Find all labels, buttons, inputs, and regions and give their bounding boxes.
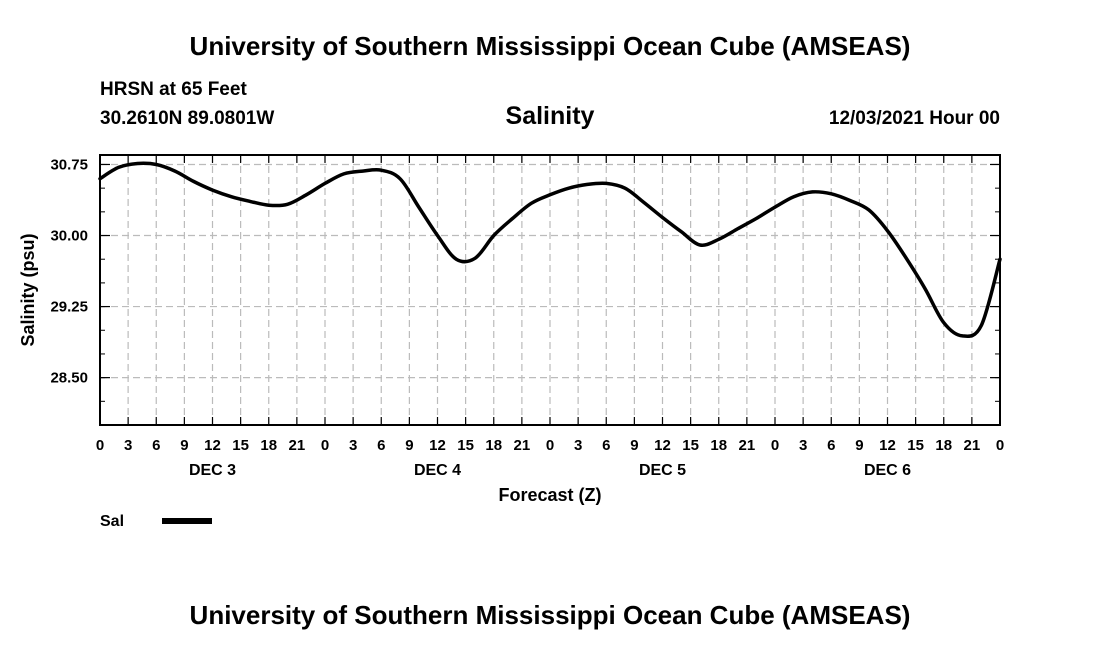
x-tick-label: 12	[429, 437, 446, 454]
x-tick-label: 6	[377, 437, 385, 454]
x-tick-label: 9	[180, 437, 188, 454]
x-tick-label: 21	[289, 437, 306, 454]
x-tick-label: 3	[574, 437, 582, 454]
x-tick-label: 15	[682, 437, 699, 454]
station-coords: 30.2610N 89.0801W	[100, 108, 274, 129]
day-label: DEC 5	[639, 462, 686, 479]
x-tick-label: 15	[907, 437, 924, 454]
forecast-datetime: 12/03/2021 Hour 00	[829, 108, 1000, 129]
x-tick-label: 3	[124, 437, 132, 454]
y-tick-label: 30.00	[50, 228, 88, 245]
y-tick-label: 30.75	[50, 156, 88, 173]
x-tick-label: 3	[349, 437, 357, 454]
x-tick-label: 12	[204, 437, 221, 454]
x-tick-label: 6	[602, 437, 610, 454]
x-tick-label: 0	[996, 437, 1004, 454]
x-tick-label: 0	[771, 437, 779, 454]
chart-title: Salinity	[506, 102, 595, 130]
x-tick-label: 21	[514, 437, 531, 454]
x-tick-label: 18	[485, 437, 502, 454]
x-tick-label: 15	[232, 437, 249, 454]
salinity-series-line	[98, 161, 1002, 339]
day-label: DEC 4	[414, 462, 461, 479]
x-tick-label: 6	[827, 437, 835, 454]
footer-title: University of Southern Mississippi Ocean…	[190, 600, 911, 630]
y-axis-label: Salinity (psu)	[18, 233, 38, 346]
x-tick-label: 9	[855, 437, 863, 454]
x-tick-label: 0	[546, 437, 554, 454]
x-tick-label: 21	[739, 437, 756, 454]
x-tick-label: 18	[260, 437, 277, 454]
x-tick-label: 0	[96, 437, 104, 454]
day-label: DEC 3	[189, 462, 236, 479]
x-tick-label: 9	[630, 437, 638, 454]
x-axis-label: Forecast (Z)	[498, 485, 601, 505]
day-label: DEC 6	[864, 462, 911, 479]
x-tick-label: 18	[710, 437, 727, 454]
x-tick-label: 3	[799, 437, 807, 454]
x-tick-label: 0	[321, 437, 329, 454]
y-tick-label: 29.25	[50, 299, 88, 316]
x-tick-label: 9	[405, 437, 413, 454]
station-label: HRSN at 65 Feet	[100, 79, 247, 100]
x-tick-label: 21	[964, 437, 981, 454]
plot-frame	[99, 154, 1001, 426]
x-tick-label: 6	[152, 437, 160, 454]
y-tick-label: 28.50	[50, 370, 88, 387]
main-title: University of Southern Mississippi Ocean…	[190, 31, 911, 61]
legend-label: Sal	[100, 513, 124, 530]
x-tick-label: 15	[457, 437, 474, 454]
x-tick-label: 18	[935, 437, 952, 454]
x-tick-label: 12	[879, 437, 896, 454]
x-tick-label: 12	[654, 437, 671, 454]
